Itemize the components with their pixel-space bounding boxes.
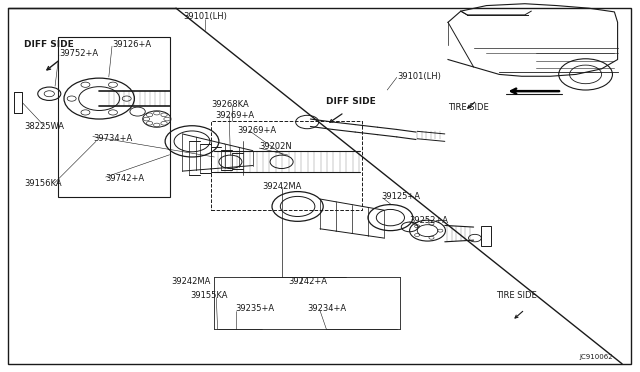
Text: 39742+A: 39742+A [106,174,145,183]
Text: TIRE SIDE: TIRE SIDE [496,291,537,300]
Text: TIRE SIDE: TIRE SIDE [448,103,489,112]
Text: 39101(LH): 39101(LH) [397,72,441,81]
Text: 39269+A: 39269+A [237,126,276,135]
Text: 39268KA: 39268KA [211,100,249,109]
Text: 39269+A: 39269+A [216,111,255,120]
Text: 39234+A: 39234+A [307,304,346,313]
Text: 39242MA: 39242MA [172,277,211,286]
Text: 39734+A: 39734+A [93,134,132,143]
Bar [58,37,170,197]
Text: 38225WA: 38225WA [24,122,64,131]
Text: 39252+A: 39252+A [410,216,449,225]
Text: 39156KA: 39156KA [24,179,62,187]
Text: 39235+A: 39235+A [236,304,275,313]
Text: 39242MA: 39242MA [262,182,302,191]
Bar [481,226,491,246]
Text: 39155KA: 39155KA [191,291,228,300]
Text: 39101(LH): 39101(LH) [183,12,227,21]
Text: 39242+A: 39242+A [288,277,327,286]
Bar [211,121,362,210]
Text: JC910062: JC910062 [579,354,613,360]
Text: DIFF SIDE: DIFF SIDE [326,97,376,106]
Bar [14,92,22,113]
Text: 39125+A: 39125+A [381,192,420,201]
Text: DIFF SIDE: DIFF SIDE [24,40,74,49]
Text: 39126+A: 39126+A [112,40,151,49]
Text: 39202N: 39202N [259,142,292,151]
Text: 39752+A: 39752+A [59,49,98,58]
